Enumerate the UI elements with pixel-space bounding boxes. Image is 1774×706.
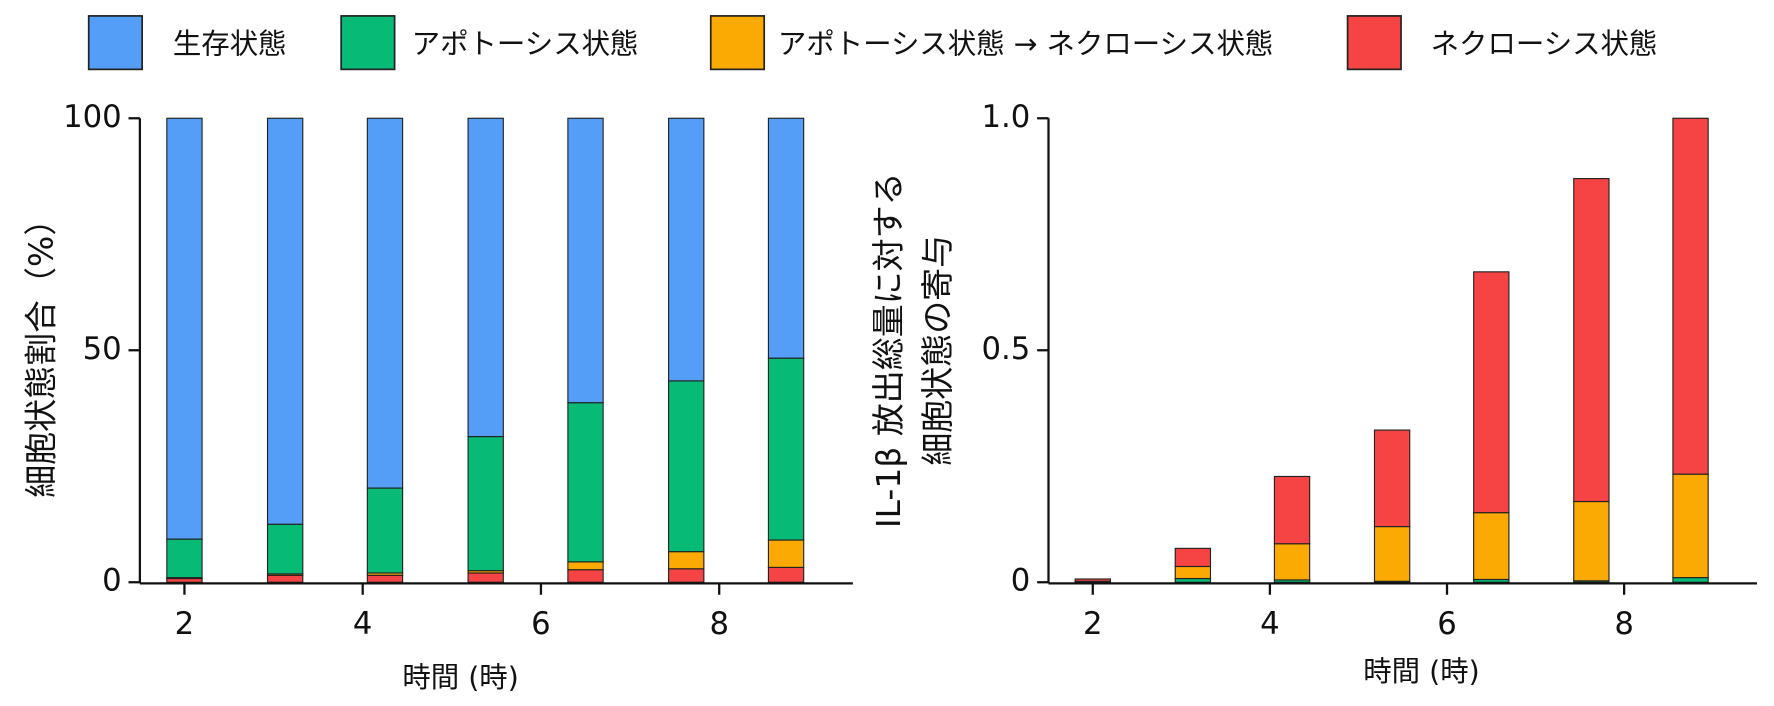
bar-segment: [668, 568, 705, 583]
x-tick-label: 4: [1260, 607, 1280, 642]
y-axis-label: 細胞状態の寄与: [918, 235, 957, 466]
bar-segment: [1373, 429, 1411, 528]
legend-swatch: [709, 15, 766, 71]
x-tick-label: 2: [175, 607, 195, 642]
legend-label: アポトーシス状態: [412, 27, 639, 60]
y-tick-label: 0: [1011, 564, 1031, 599]
x-tick-label: 4: [353, 607, 373, 642]
x-tick-label: 6: [1437, 607, 1457, 642]
bar-segment: [166, 117, 203, 540]
bar-segment: [567, 117, 604, 404]
bar-segment: [467, 572, 504, 583]
bar-segment: [467, 117, 504, 438]
bar-segment: [767, 357, 805, 541]
bar-segment: [366, 487, 404, 574]
bar-segment: [567, 569, 604, 583]
bar-segment: [266, 117, 304, 525]
x-tick-label: 8: [1614, 607, 1634, 642]
bar-segment: [1672, 117, 1709, 475]
legend-label: ネクローシス状態: [1431, 27, 1658, 60]
bar-segment: [567, 561, 604, 571]
bar-segment: [668, 117, 705, 382]
y-tick-label: 0.5: [981, 332, 1030, 367]
bar-segment: [767, 566, 805, 583]
bar-segment: [1074, 578, 1111, 582]
bar-segment: [1672, 577, 1709, 583]
bar-segment: [366, 117, 404, 489]
y-axis-label: IL-1β 放出総量に対する: [869, 172, 908, 528]
legend-swatch: [1346, 15, 1402, 71]
bar-segment: [1273, 475, 1311, 545]
legend-label: アポトーシス状態 → ネクローシス状態: [778, 27, 1273, 60]
y-axis-label: 細胞状態割合（%）: [22, 203, 61, 498]
x-tick-label: 8: [709, 607, 729, 642]
x-axis-label: 時間 (時): [402, 661, 518, 694]
y-tick-label: 1.0: [981, 100, 1030, 135]
bar-segment: [1373, 526, 1411, 582]
legend-swatch: [87, 15, 144, 71]
bar-segment: [166, 538, 203, 579]
bar-segment: [1473, 271, 1510, 514]
bar-segment: [767, 117, 805, 359]
bar-segment: [567, 402, 604, 563]
bar-segment: [1573, 178, 1610, 503]
bar-segment: [366, 574, 404, 583]
bar-segment: [1473, 512, 1510, 581]
bar-segment: [467, 435, 504, 572]
x-tick-label: 2: [1083, 607, 1103, 642]
y-tick-label: 100: [63, 100, 122, 135]
bar-segment: [266, 574, 304, 583]
legend-label: 生存状態: [173, 27, 287, 60]
bar-segment: [668, 380, 705, 553]
y-tick-label: 50: [83, 332, 122, 367]
y-tick-label: 0: [102, 564, 122, 599]
bar-segment: [1174, 547, 1212, 568]
bar-segment: [1174, 565, 1212, 580]
bar-segment: [1573, 500, 1610, 582]
bar-segment: [266, 523, 304, 575]
bar-segment: [767, 539, 805, 568]
legend-swatch: [340, 15, 396, 71]
bar-segment: [1672, 473, 1709, 579]
bar-segment: [668, 551, 705, 570]
bar-segment: [1273, 543, 1311, 581]
x-tick-label: 6: [531, 607, 551, 642]
x-axis-label: 時間 (時): [1363, 655, 1479, 688]
figure-body: 生存状態 アポトーシス状態 アポトーシス状態 → ネクローシス状態 ネクローシス状態 0…: [22, 15, 1757, 694]
